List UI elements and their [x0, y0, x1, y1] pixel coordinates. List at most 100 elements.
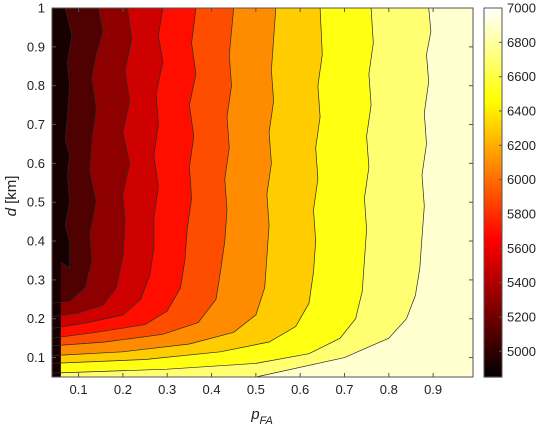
- x-tick-label: 0.2: [114, 382, 132, 397]
- colorbar-segment: [484, 306, 502, 310]
- contour-line-5200: [51, 7, 104, 304]
- colorbar-segment: [484, 275, 502, 280]
- colorbar-segment: [484, 121, 502, 126]
- colorbar-segment: [484, 318, 502, 323]
- colorbar-segment: [484, 57, 502, 61]
- colorbar-segment: [484, 26, 502, 31]
- y-tick-label: 0.1: [27, 350, 45, 365]
- colorbar-segment: [484, 355, 502, 360]
- colorbar-tick-label: 6000: [507, 172, 536, 187]
- y-tick-label: 0.7: [27, 117, 45, 132]
- colorbar-segment: [484, 260, 502, 264]
- y-axis: 0.1 0.2 0.3 0.4 0.5 0.6 0.7 0.8 0.9 1: [27, 1, 473, 365]
- colorbar-segment: [484, 263, 502, 267]
- x-tick-label: 0.6: [291, 382, 309, 397]
- colorbar-segment: [484, 370, 502, 375]
- colorbar-segment: [484, 333, 502, 338]
- colorbar-segment: [484, 204, 502, 209]
- colorbar-segment: [484, 330, 502, 335]
- colorbar-segment: [484, 210, 502, 215]
- colorbar-segment: [484, 60, 502, 64]
- colorbar-segment: [484, 337, 502, 341]
- colorbar-segment: [484, 349, 502, 353]
- colorbar-segment: [484, 78, 502, 83]
- contour-line-5800: [51, 7, 197, 339]
- y-tick-label: 0.2: [27, 311, 45, 326]
- colorbar-tick-label: 6200: [507, 138, 536, 153]
- colorbar-segment: [484, 346, 502, 350]
- x-tick-label: 0.8: [380, 382, 398, 397]
- colorbar-segment: [484, 321, 502, 326]
- colorbar-segment: [484, 180, 502, 184]
- colorbar-segment: [484, 315, 502, 320]
- colorbar-segment: [484, 343, 502, 347]
- colorbar-segment: [484, 254, 502, 258]
- colorbar-segment: [484, 51, 502, 55]
- colorbar-segment: [484, 300, 502, 304]
- colorbar-segment: [484, 327, 502, 332]
- y-axis-label: d [km]: [3, 176, 20, 217]
- contour-band-5000: [52, 8, 72, 377]
- colorbar-segment: [484, 47, 502, 52]
- colorbar-segment: [484, 152, 502, 157]
- colorbar-segment: [484, 189, 502, 194]
- colorbar-segment: [484, 364, 502, 369]
- colorbar-segment: [484, 115, 502, 120]
- colorbar-segment: [484, 17, 502, 21]
- colorbar-segment: [484, 32, 502, 37]
- colorbar-segment: [484, 367, 502, 372]
- colorbar-segment: [484, 20, 502, 24]
- colorbar-segment: [484, 137, 502, 141]
- colorbar-segment: [484, 167, 502, 172]
- colorbar-segment: [484, 164, 502, 169]
- colorbar-segment: [484, 312, 502, 317]
- colorbar-segment: [484, 358, 502, 363]
- y-tick-label: 0.8: [27, 78, 45, 93]
- colorbar-segment: [484, 309, 502, 314]
- colorbar-segment: [484, 140, 502, 144]
- colorbar-segment: [484, 238, 502, 243]
- colorbar-segment: [484, 8, 502, 12]
- x-tick-label: 0.7: [335, 382, 353, 397]
- colorbar-segment: [484, 192, 502, 197]
- colorbar-segment: [484, 257, 502, 261]
- contour-line-5400: [51, 7, 133, 318]
- colorbar-segment: [484, 373, 502, 378]
- x-tick-label: 0.4: [202, 382, 220, 397]
- colorbar-segment: [484, 134, 502, 138]
- colorbar-segment: [484, 100, 502, 104]
- colorbar-segment: [484, 75, 502, 80]
- colorbar-segment: [484, 66, 502, 71]
- colorbar-segment: [484, 11, 502, 15]
- colorbar-segment: [484, 278, 502, 283]
- contour-line-6600: [51, 7, 374, 374]
- colorbar-segment: [484, 155, 502, 160]
- x-axis-label: pFA: [250, 406, 273, 427]
- colorbar-segment: [484, 214, 502, 218]
- contour-line-6400: [51, 7, 323, 364]
- colorbar-segment: [484, 35, 502, 40]
- colorbar-segment: [484, 38, 502, 43]
- colorbar-segment: [484, 118, 502, 123]
- colorbar-segment: [484, 287, 502, 292]
- colorbar-segment: [484, 229, 502, 234]
- colorbar-tick-label: 6400: [507, 103, 536, 118]
- colorbar-segment: [484, 198, 502, 203]
- contour-line-6800: [255, 7, 432, 378]
- colorbar-segment: [484, 91, 502, 95]
- colorbar-segment: [484, 324, 502, 329]
- colorbar-segment: [484, 72, 502, 77]
- colorbar-segment: [484, 69, 502, 74]
- colorbar-segment: [484, 247, 502, 252]
- colorbar-segment: [484, 293, 502, 298]
- colorbar-segment: [484, 266, 502, 270]
- colorbar-segment: [484, 161, 502, 166]
- colorbar-segment: [484, 23, 502, 28]
- colorbar-segment: [484, 63, 502, 68]
- colorbar-segment: [484, 223, 502, 227]
- colorbar-tick-label: 5600: [507, 241, 536, 256]
- colorbar-segment: [484, 195, 502, 200]
- colorbar: 5000 5200 5400 5600 5800 6000 6200 6400 6600 6800…: [483, 1, 536, 378]
- colorbar-segment: [484, 290, 502, 295]
